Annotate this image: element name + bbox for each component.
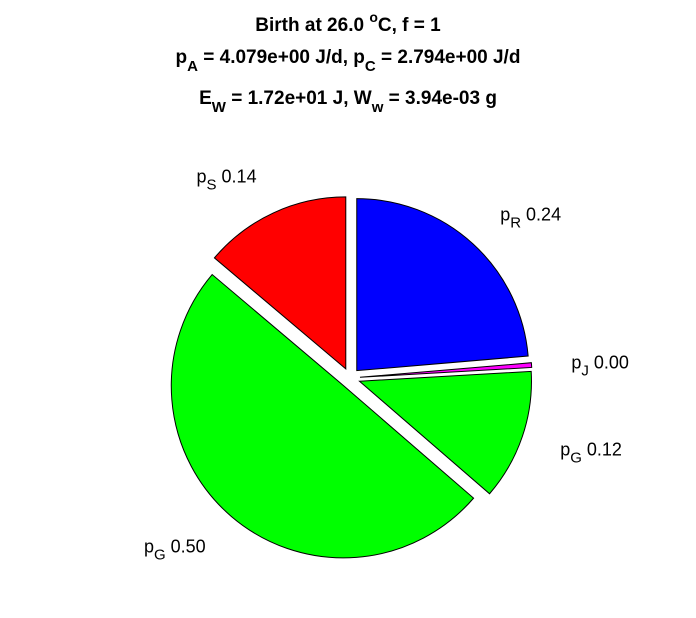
pie-slice-g-4 [170,273,475,559]
slice-label-1: pR 0.24 [500,205,561,232]
slice-label-2: pJ 0.00 [571,352,629,379]
slice-labels: pR 0.24 pJ 0.00 pG 0.12 pG 0.50 pS 0.14 [144,167,629,564]
slice-label-3: pG 0.12 [560,440,622,467]
pie-slice-g-3 [358,370,532,495]
pie-slice-r-1 [356,198,529,372]
pie-slice-j-2 [359,362,533,378]
title-line-1: Birth at 26.0 oC, f = 1 [255,9,441,36]
slice-label-5: pS 0.14 [197,167,257,194]
title-line-3: EW = 1.72e+01 J, Ww = 3.94e-03 g [199,88,497,116]
title-line-2: pA = 4.079e+00 J/d, pC = 2.794e+00 J/d [176,47,521,75]
slice-label-4: pG 0.50 [144,537,206,564]
pie-slice-s-5 [213,196,347,371]
pie-slices [170,196,533,559]
chart-title: Birth at 26.0 oC, f = 1 pA = 4.079e+00 J/… [176,9,521,116]
